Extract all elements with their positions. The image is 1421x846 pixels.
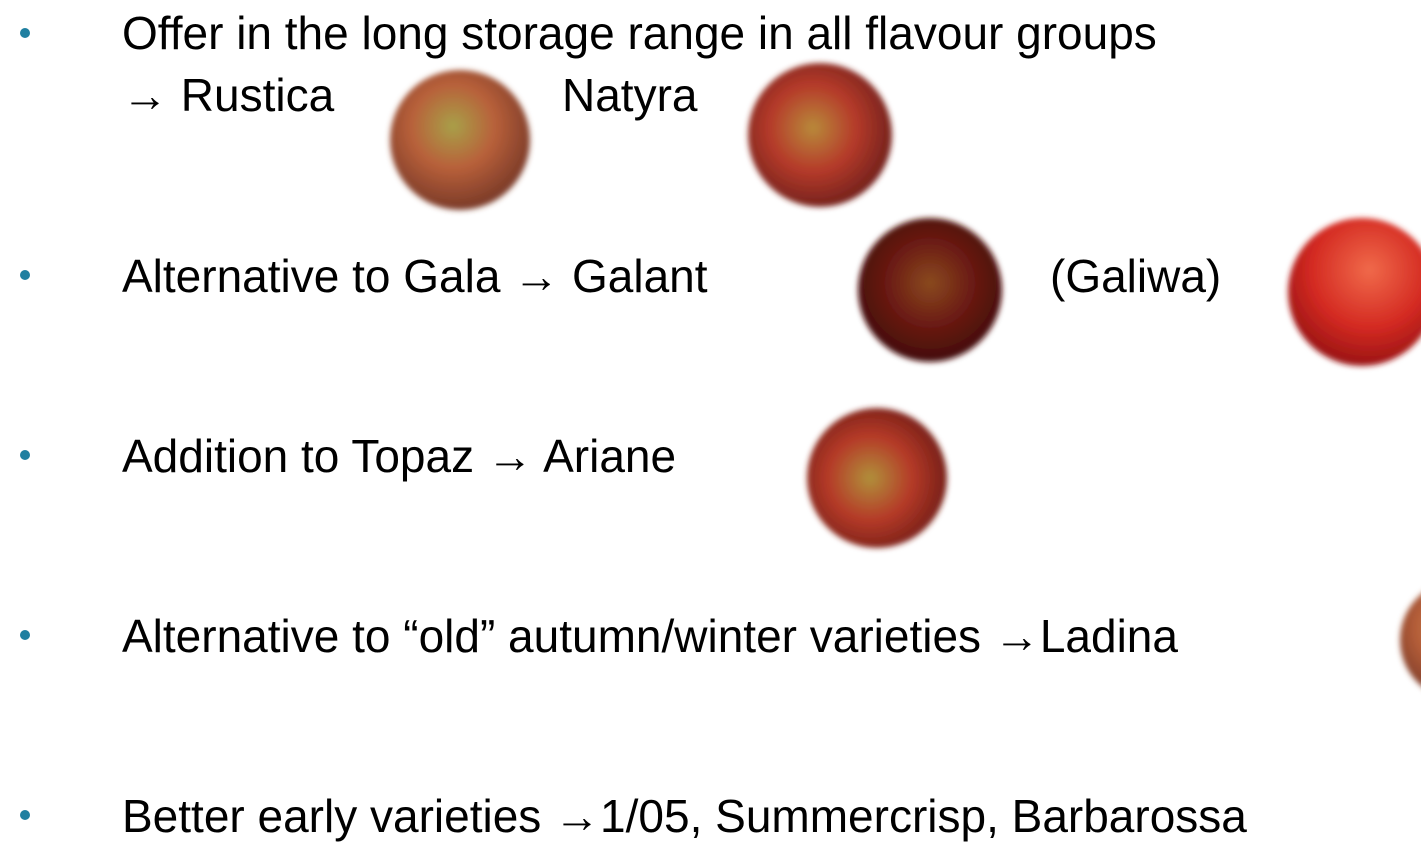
bullet-dot: [20, 28, 30, 38]
bullet-text: Better early varieties →1/05, Summercris…: [122, 793, 1247, 839]
decorations: [0, 0, 1421, 846]
apple-image: [858, 218, 1002, 362]
bullet-dot: [20, 450, 30, 460]
bullet-text: Alternative to Gala → Galant: [122, 253, 708, 299]
apple-image: [807, 408, 947, 548]
apple-image: [1288, 218, 1421, 366]
apple-image: [748, 63, 892, 207]
bullet-text: Alternative to “old” autumn/winter varie…: [122, 613, 1178, 659]
apple-image: [1400, 580, 1421, 700]
bullet-dot: [20, 810, 30, 820]
apple-image: [390, 70, 530, 210]
variety-label: Natyra: [562, 72, 697, 118]
bullet-dot: [20, 270, 30, 280]
bullet-text: Offer in the long storage range in all f…: [122, 10, 1157, 56]
bullet-text: Addition to Topaz → Ariane: [122, 433, 676, 479]
variety-label: → Rustica: [122, 72, 334, 118]
slide: {"bullets": [ {"text": "Offer in the lon…: [0, 0, 1421, 846]
variety-label: (Galiwa): [1050, 253, 1221, 299]
bullet-dot: [20, 630, 30, 640]
